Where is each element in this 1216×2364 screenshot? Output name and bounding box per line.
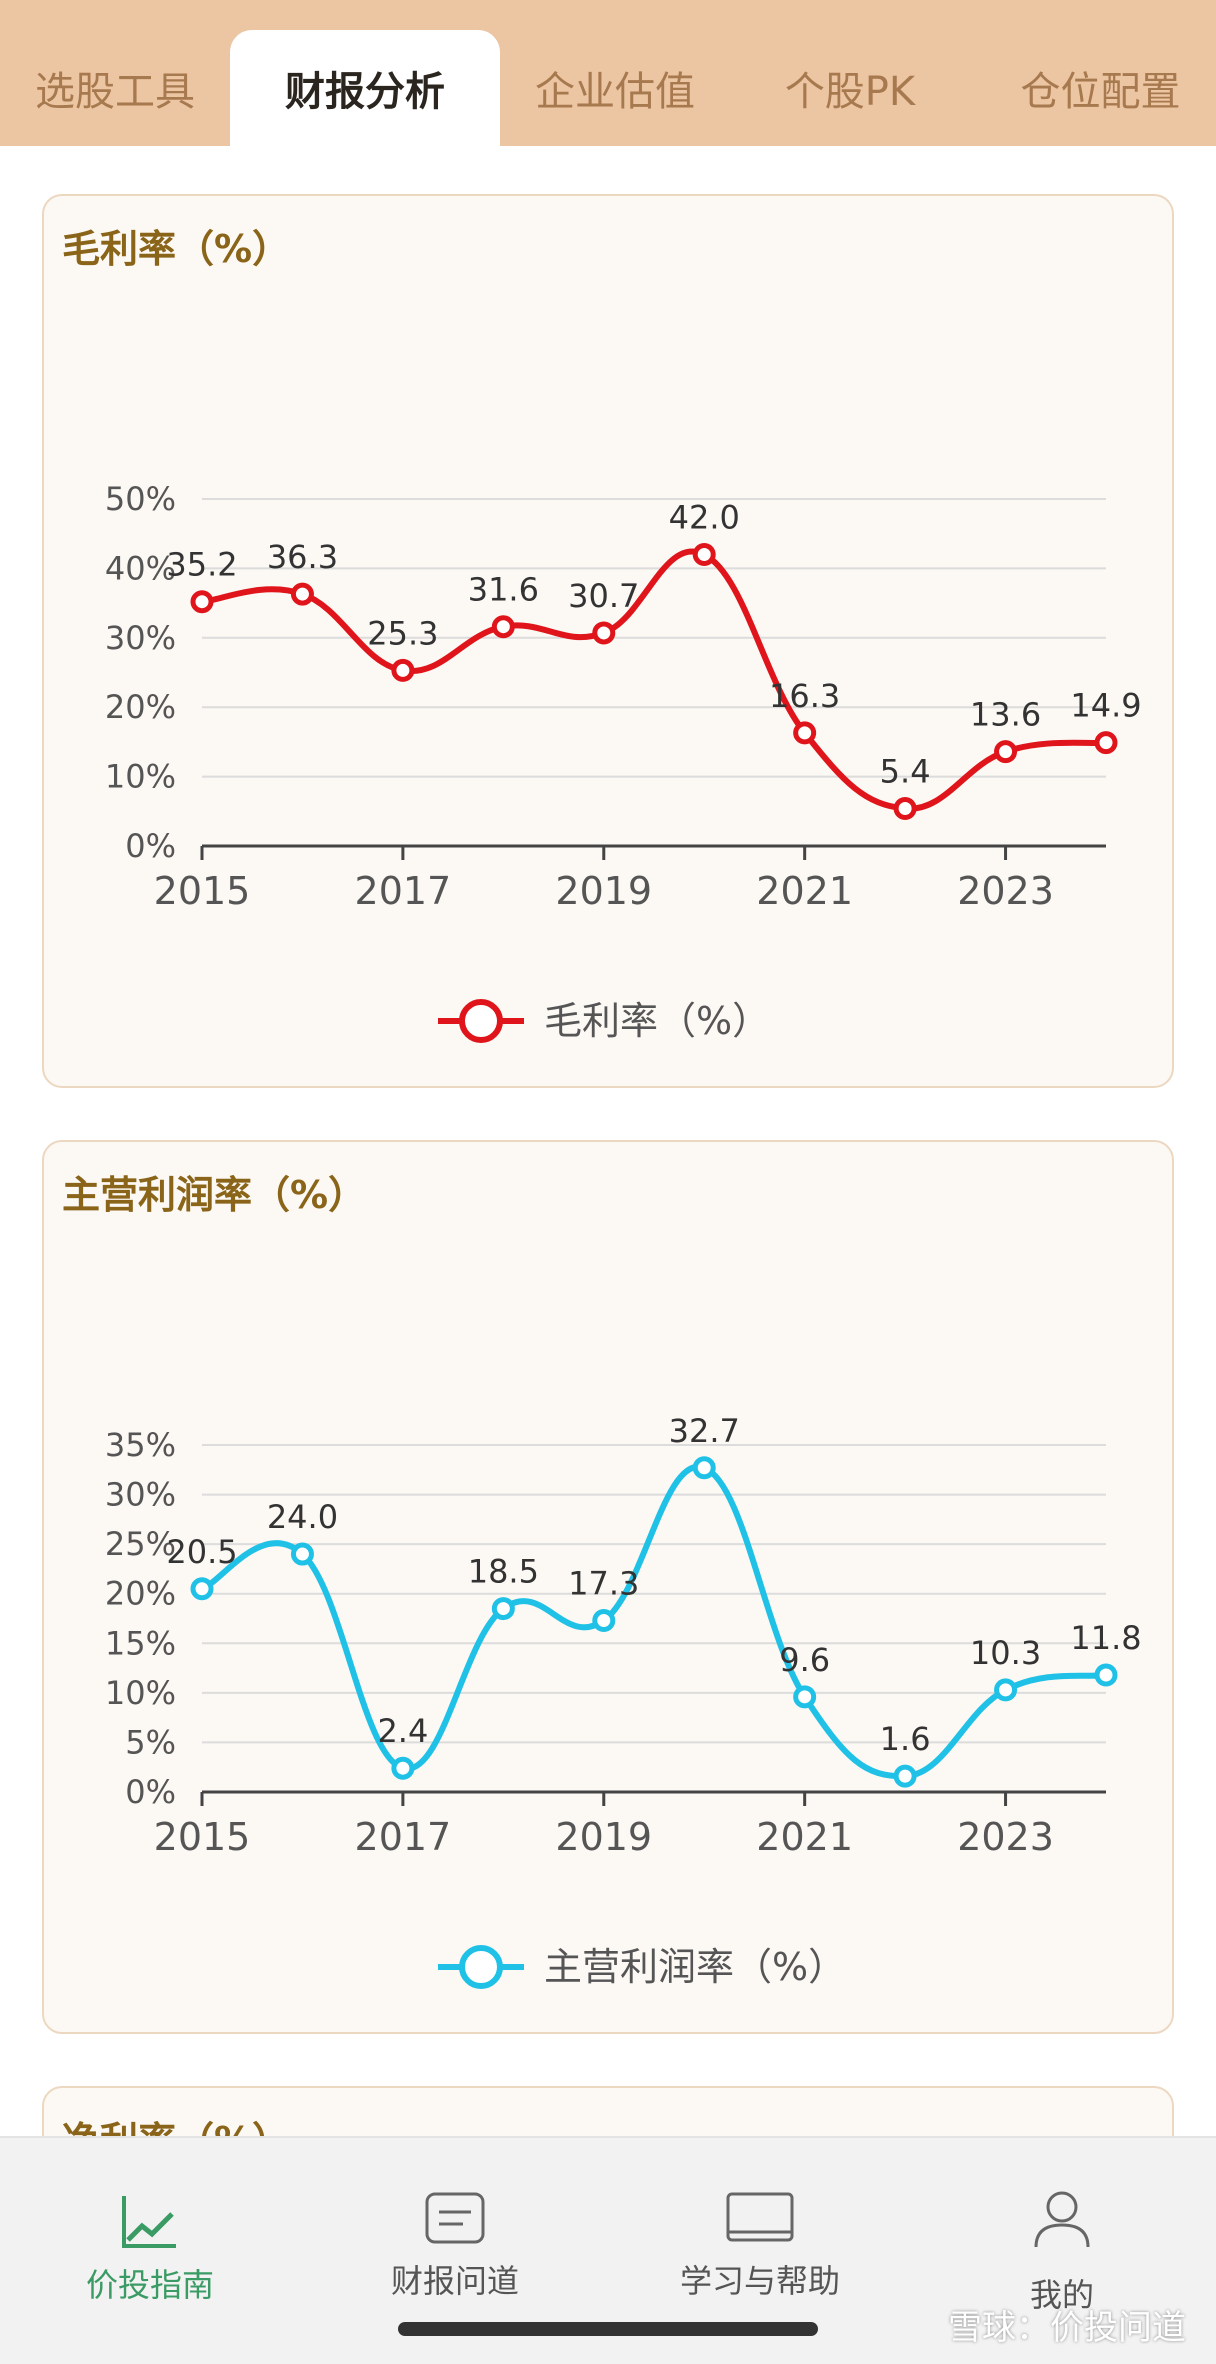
y-tick-label: 20% (105, 1575, 176, 1613)
y-tick-label: 30% (105, 1476, 176, 1514)
tab-stock-picker[interactable]: 选股工具 (35, 69, 195, 115)
x-tick-label: 2023 (957, 1815, 1054, 1859)
x-tick-label: 2021 (756, 869, 853, 913)
chart-card-net-margin: 净利率（%） (42, 2086, 1174, 2136)
data-label: 25.3 (367, 614, 438, 652)
data-label: 9.6 (779, 1641, 830, 1679)
data-point (391, 658, 415, 682)
user-icon (1034, 2191, 1090, 2248)
x-tick-label: 2015 (154, 1815, 251, 1859)
home-indicator (398, 2322, 818, 2336)
data-point (491, 615, 515, 639)
nav-item-me[interactable]: 我的 (912, 2138, 1212, 2338)
y-tick-label: 50% (105, 480, 176, 518)
data-point (190, 1577, 214, 1601)
y-tick-label: 30% (105, 619, 176, 657)
data-label: 14.9 (1070, 687, 1141, 725)
chart-card-gross-margin: 毛利率（%） 0% 10% 20% 30% 40% 50% 2015 2017 2019 2021… (42, 194, 1174, 1088)
data-point (692, 1456, 716, 1480)
top-tab-bar: 选股工具 财报分析 企业估值 个股PK 仓位配置 (0, 0, 1216, 146)
y-tick-label: 10% (105, 1674, 176, 1712)
data-label: 17.3 (568, 1564, 639, 1602)
data-label: 30.7 (568, 577, 639, 615)
data-point (893, 797, 917, 821)
legend-label: 主营利润率（%） (544, 1945, 846, 1989)
x-tick-label: 2017 (355, 1815, 452, 1859)
legend-label: 毛利率（%） (544, 999, 770, 1043)
data-label: 16.3 (769, 677, 840, 715)
legend-marker (459, 1945, 503, 1989)
card-title: 主营利润率（%） (62, 1173, 367, 1217)
data-label: 2.4 (377, 1712, 428, 1750)
chart-trend-icon (122, 2196, 176, 2248)
data-point (592, 1608, 616, 1632)
y-tick-label: 15% (105, 1624, 176, 1662)
y-tick-label: 10% (105, 758, 176, 796)
nav-label: 我的 (1029, 2276, 1094, 2314)
data-label: 32.7 (669, 1412, 740, 1450)
data-label: 18.5 (468, 1553, 539, 1591)
content-area[interactable]: 毛利率（%） 0% 10% 20% 30% 40% 50% 2015 2017 2019 2021… (0, 146, 1216, 2136)
y-tick-label: 0% (125, 827, 176, 865)
data-label: 10.3 (970, 1634, 1041, 1672)
data-label: 24.0 (267, 1498, 338, 1536)
data-point (290, 582, 314, 606)
data-label: 42.0 (669, 499, 740, 537)
data-point (692, 543, 716, 567)
legend-marker (459, 999, 503, 1043)
data-label: 13.6 (970, 696, 1041, 734)
nav-label: 学习与帮助 (679, 2262, 840, 2300)
gross-margin-chart: 0% 10% 20% 30% 40% 50% 2015 2017 2019 2021 2023 35.… (105, 480, 1142, 1043)
data-point (1094, 1663, 1118, 1687)
data-label: 1.6 (880, 1720, 931, 1758)
book-icon (726, 2192, 794, 2242)
data-label: 5.4 (880, 753, 931, 791)
operating-margin-chart: 0% 5% 10% 15% 20% 25% 30% 35% 2015 2017 2019 2021 20… (105, 1412, 1142, 1989)
data-point (793, 721, 817, 745)
data-label: 36.3 (267, 538, 338, 576)
document-icon (425, 2192, 485, 2244)
tab-stock-pk[interactable]: 个股PK (784, 69, 916, 115)
data-point (391, 1756, 415, 1780)
data-point (592, 621, 616, 645)
series-line (200, 1463, 1107, 1780)
y-tick-label: 25% (105, 1525, 176, 1563)
y-tick-label: 5% (125, 1723, 176, 1761)
x-tick-label: 2021 (756, 1815, 853, 1859)
data-point (290, 1542, 314, 1566)
data-point (994, 740, 1018, 764)
x-tick-label: 2023 (957, 869, 1054, 913)
y-tick-label: 0% (125, 1773, 176, 1811)
x-tick-label: 2019 (555, 869, 652, 913)
series-line (201, 548, 1107, 812)
data-point (491, 1597, 515, 1621)
x-tick-label: 2019 (555, 1815, 652, 1859)
data-point (793, 1685, 817, 1709)
card-title: 净利率（%） (62, 2110, 290, 2136)
y-tick-label: 40% (105, 549, 176, 587)
tab-financial-analysis[interactable]: 财报分析 (230, 30, 500, 146)
x-tick-label: 2017 (355, 869, 452, 913)
nav-item-report-qa[interactable]: 财报问道 (305, 2138, 605, 2338)
nav-item-guide[interactable]: 价投指南 (0, 2138, 300, 2338)
data-point (190, 590, 214, 614)
card-title: 毛利率（%） (62, 227, 291, 271)
data-label: 20.5 (166, 1533, 237, 1571)
chart-card-operating-margin: 主营利润率（%） 0% 5% 10% 15% 20% 25% 30% 35% 2015 2017 2… (42, 1140, 1174, 2034)
nav-label: 财报问道 (390, 2262, 519, 2300)
data-label: 11.8 (1070, 1619, 1141, 1657)
nav-label: 价投指南 (85, 2266, 214, 2304)
data-point (994, 1678, 1018, 1702)
data-label: 31.6 (468, 571, 539, 609)
data-point (1094, 731, 1118, 755)
y-tick-label: 35% (105, 1426, 176, 1464)
nav-item-learning[interactable]: 学习与帮助 (610, 2138, 910, 2338)
x-tick-label: 2015 (154, 869, 251, 913)
y-tick-label: 20% (105, 688, 176, 726)
watermark: 雪球：价投问道 (948, 2308, 1186, 2348)
tab-valuation[interactable]: 企业估值 (535, 69, 695, 115)
tab-position[interactable]: 仓位配置 (1020, 69, 1181, 115)
data-label: 35.2 (166, 546, 237, 584)
data-point (893, 1764, 917, 1788)
